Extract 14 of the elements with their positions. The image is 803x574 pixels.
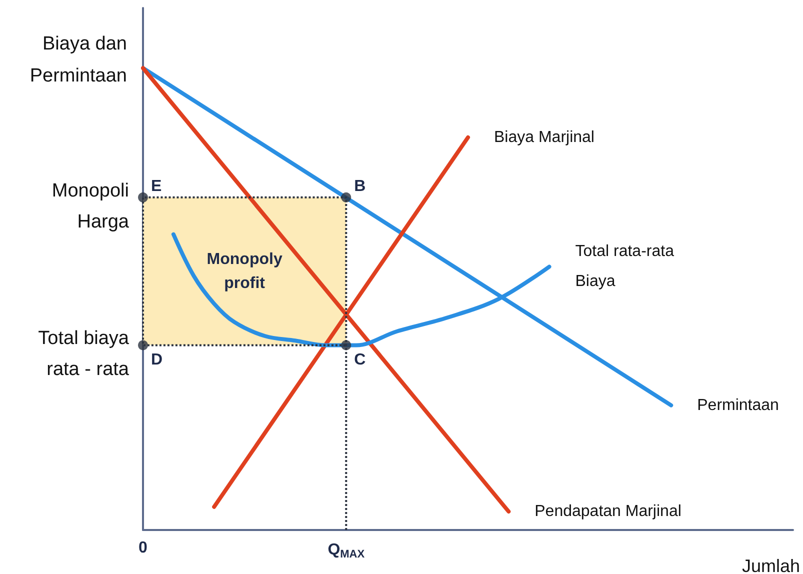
series-label: Pendapatan Marjinal <box>534 503 682 520</box>
annotation: Total biaya rata - rata <box>38 328 130 380</box>
annotation: C <box>354 352 366 369</box>
series-label: Monopoly profit <box>206 250 282 292</box>
series-label: Total rata-rata Biaya <box>575 243 674 290</box>
annotation: E <box>151 178 162 195</box>
x-tick-label: 0 <box>138 540 148 556</box>
annotation: B <box>354 178 366 195</box>
annotation: D <box>151 352 163 369</box>
series-label: Biaya Marjinal <box>494 128 594 146</box>
x-axis-title: Jumlah <box>742 556 800 574</box>
annotation: Monopoli Harga <box>52 180 130 232</box>
y-axis-title: Biaya dan Permintaan <box>30 34 127 86</box>
series-label: Permintaan <box>697 396 779 414</box>
